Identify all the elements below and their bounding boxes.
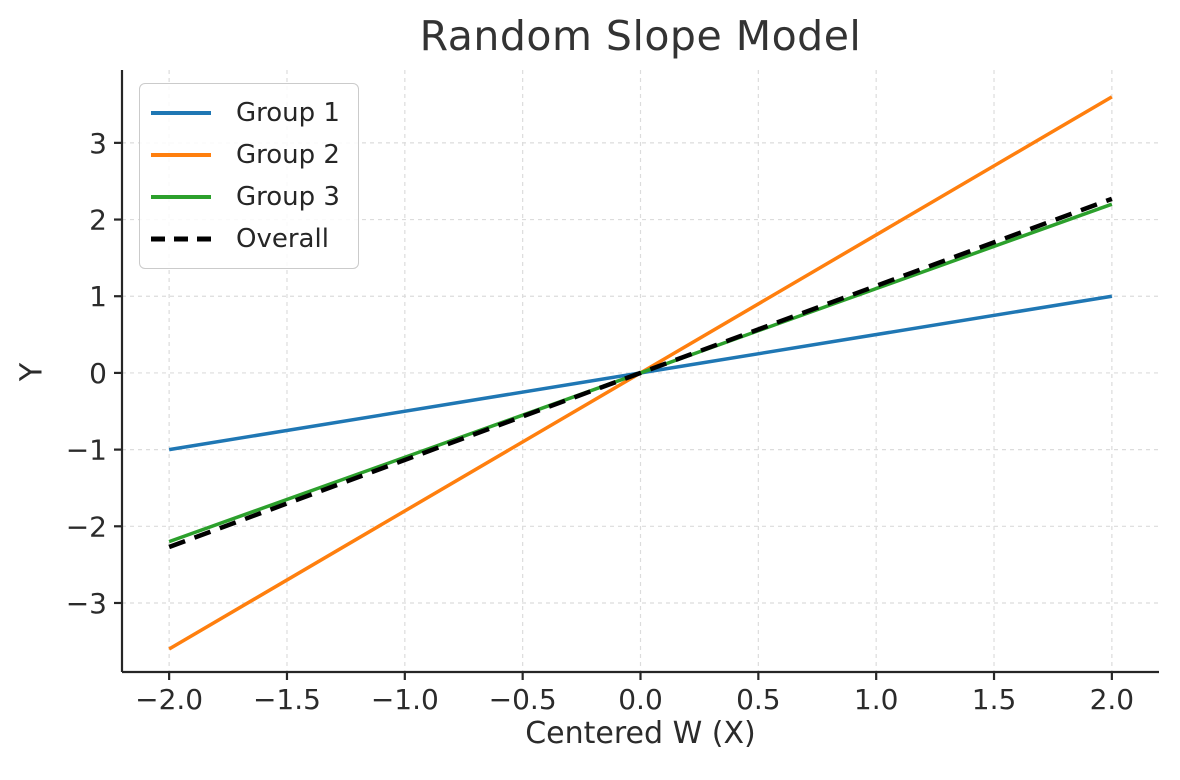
y-tick-label: 1 xyxy=(89,280,107,313)
legend: Group 1 Group 2 Group 3 Overall xyxy=(139,83,359,269)
legend-item-group-2: Group 2 xyxy=(150,134,340,176)
legend-line-sample xyxy=(151,236,211,242)
legend-line-sample xyxy=(151,111,211,115)
legend-line-sample xyxy=(151,153,211,157)
x-tick-label: 0.0 xyxy=(618,683,663,716)
legend-label: Group 3 xyxy=(236,182,340,212)
legend-item-group-1: Group 1 xyxy=(150,92,340,134)
legend-label: Group 2 xyxy=(236,140,340,170)
legend-item-group-3: Group 3 xyxy=(150,176,340,218)
x-tick-label: −0.5 xyxy=(489,683,557,716)
x-tick-label: 1.5 xyxy=(972,683,1017,716)
x-tick-label: 2.0 xyxy=(1090,683,1135,716)
x-tick-label: −1.5 xyxy=(253,683,321,716)
y-tick-label: 3 xyxy=(89,127,107,160)
series-line-overall xyxy=(168,196,1113,550)
x-tick-label: −2.0 xyxy=(135,683,203,716)
x-axis-label: Centered W (X) xyxy=(525,716,756,751)
y-tick-label: 2 xyxy=(89,204,107,237)
x-tick-label: −1.0 xyxy=(371,683,439,716)
legend-label: Group 1 xyxy=(236,98,340,128)
legend-label: Overall xyxy=(236,224,329,254)
legend-line-sample xyxy=(151,195,211,199)
legend-item-overall: Overall xyxy=(150,218,340,260)
chart-title: Random Slope Model xyxy=(419,12,862,60)
y-tick-label: −3 xyxy=(66,587,107,620)
y-tick-label: −1 xyxy=(66,434,107,467)
y-tick-label: −2 xyxy=(66,510,107,543)
x-tick-label: 0.5 xyxy=(736,683,781,716)
y-tick-label: 0 xyxy=(89,357,107,390)
x-tick-label: 1.0 xyxy=(854,683,899,716)
